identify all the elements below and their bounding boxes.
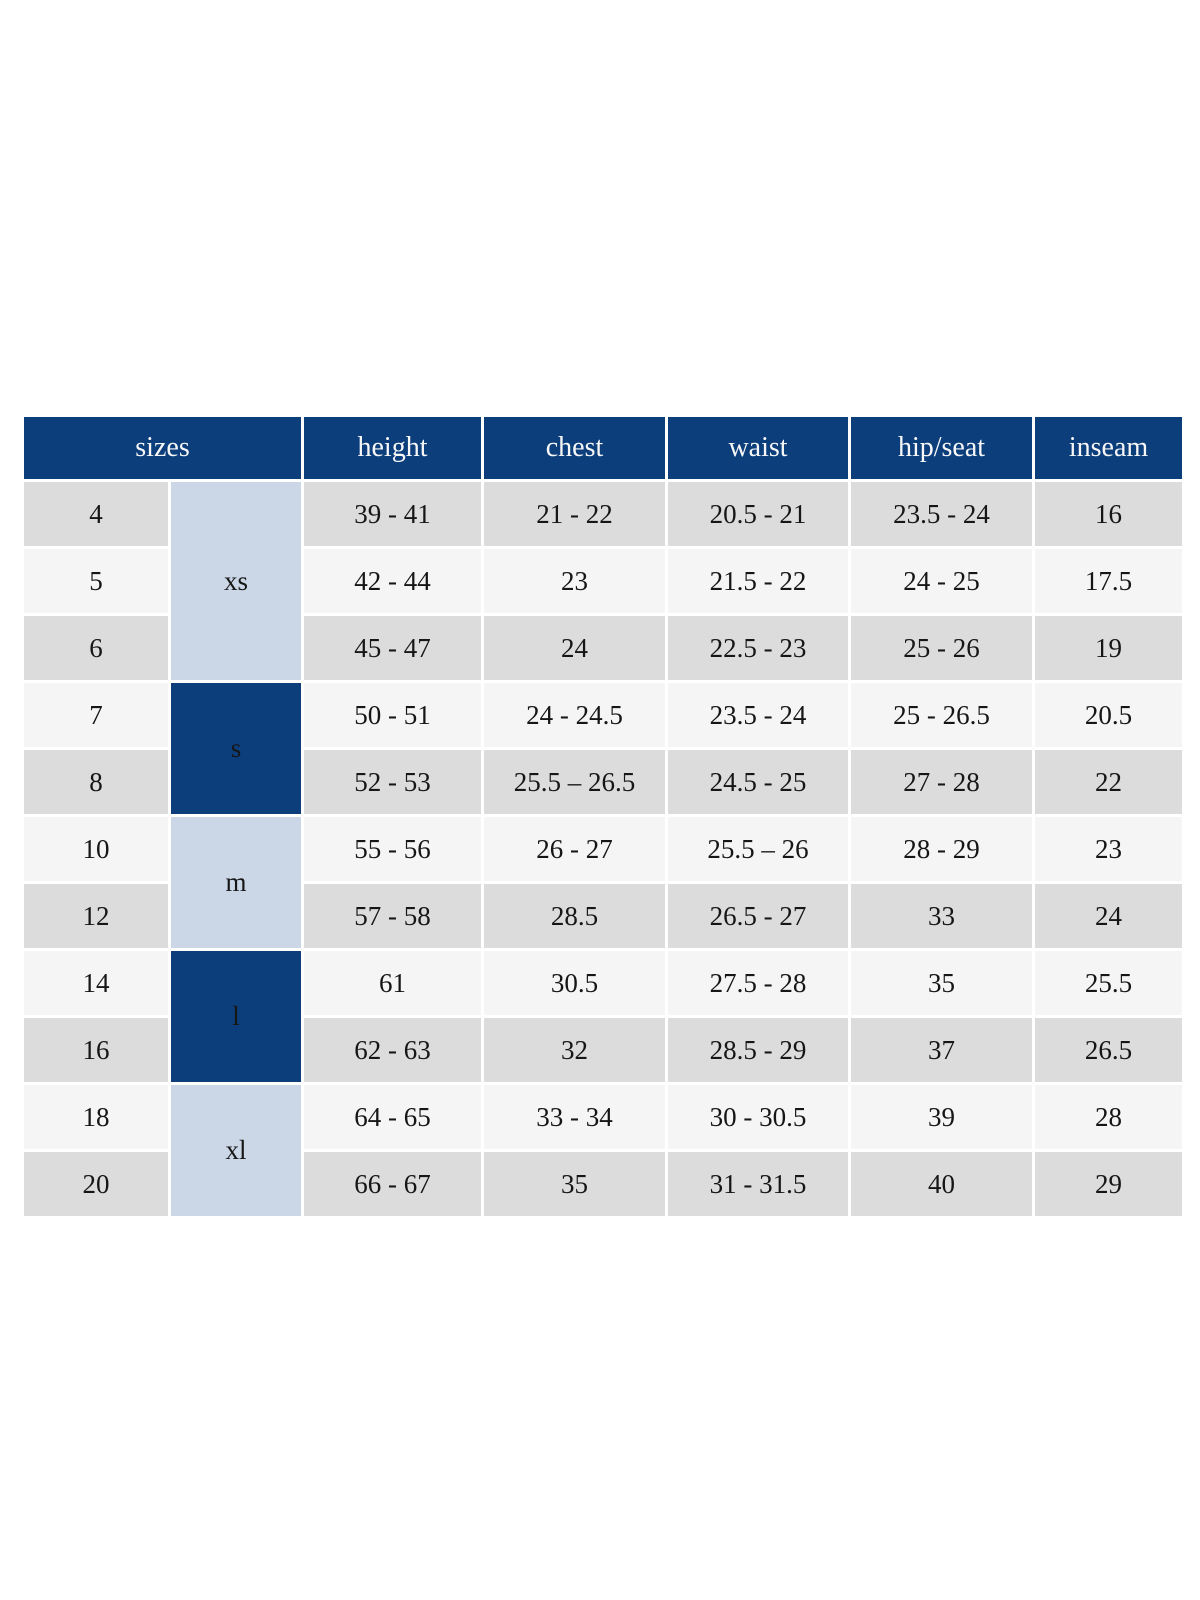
size-group-cell-l: l — [168, 948, 304, 1085]
size-cell: 8 — [21, 747, 171, 817]
column-header-chest: chest — [481, 414, 668, 482]
size-group-cell-s: s — [168, 680, 304, 817]
waist-cell: 20.5 - 21 — [665, 479, 851, 549]
table-row-size-18: 18 xl 64 - 65 33 - 34 30 - 30.5 39 28 — [21, 1082, 1185, 1219]
waist-cell: 26.5 - 27 — [665, 881, 851, 951]
column-header-height: height — [301, 414, 484, 482]
height-cell: 45 - 47 — [301, 613, 484, 683]
height-cell: 50 - 51 — [301, 680, 484, 750]
hip-seat-cell: 25 - 26.5 — [848, 680, 1035, 750]
table-row-size-8: 8 52 - 53 25.5 – 26.5 24.5 - 25 27 - 28 … — [21, 747, 1185, 817]
inseam-cell: 20.5 — [1032, 680, 1185, 750]
chest-cell: 32 — [481, 1015, 668, 1085]
chest-cell: 23 — [481, 546, 668, 616]
waist-cell: 22.5 - 23 — [665, 613, 851, 683]
height-cell: 66 - 67 — [301, 1149, 484, 1219]
height-cell: 55 - 56 — [301, 814, 484, 884]
hip-seat-cell: 35 — [848, 948, 1035, 1018]
size-group-cell-xs: xs — [168, 479, 304, 683]
height-cell: 61 — [301, 948, 484, 1018]
size-cell: 7 — [21, 680, 171, 750]
table-row-size-7: 7 s 50 - 51 24 - 24.5 23.5 - 24 25 - 26.… — [21, 680, 1185, 817]
column-header-sizes: sizes — [21, 414, 304, 482]
size-cell: 18 — [21, 1082, 171, 1152]
height-cell: 57 - 58 — [301, 881, 484, 951]
waist-cell: 27.5 - 28 — [665, 948, 851, 1018]
height-cell: 64 - 65 — [301, 1082, 484, 1152]
inseam-cell: 22 — [1032, 747, 1185, 817]
header-row: sizes height chest waist hip/seat inseam — [21, 414, 1185, 482]
size-cell: 10 — [21, 814, 171, 884]
size-group-cell-m: m — [168, 814, 304, 951]
size-cell: 4 — [21, 479, 171, 549]
height-cell: 62 - 63 — [301, 1015, 484, 1085]
size-cell: 12 — [21, 881, 171, 951]
inseam-cell: 16 — [1032, 479, 1185, 549]
waist-cell: 28.5 - 29 — [665, 1015, 851, 1085]
size-cell: 5 — [21, 546, 171, 616]
size-cell: 6 — [21, 613, 171, 683]
hip-seat-cell: 24 - 25 — [848, 546, 1035, 616]
size-cell: 16 — [21, 1015, 171, 1085]
column-header-inseam: inseam — [1032, 414, 1185, 482]
table-row-size-16: 16 62 - 63 32 28.5 - 29 37 26.5 — [21, 1015, 1185, 1085]
inseam-cell: 28 — [1032, 1082, 1185, 1152]
hip-seat-cell: 37 — [848, 1015, 1035, 1085]
hip-seat-cell: 23.5 - 24 — [848, 479, 1035, 549]
chest-cell: 28.5 — [481, 881, 668, 951]
size-chart-table: sizes height chest waist hip/seat inseam… — [21, 414, 1185, 1219]
hip-seat-cell: 39 — [848, 1082, 1035, 1152]
inseam-cell: 26.5 — [1032, 1015, 1185, 1085]
height-cell: 39 - 41 — [301, 479, 484, 549]
height-cell: 52 - 53 — [301, 747, 484, 817]
size-chart: sizes height chest waist hip/seat inseam… — [21, 414, 1185, 1219]
column-header-hip-seat: hip/seat — [848, 414, 1035, 482]
waist-cell: 31 - 31.5 — [665, 1149, 851, 1219]
chest-cell: 24 — [481, 613, 668, 683]
chest-cell: 21 - 22 — [481, 479, 668, 549]
chest-cell: 24 - 24.5 — [481, 680, 668, 750]
table-row-size-4: 4 xs 39 - 41 21 - 22 20.5 - 21 23.5 - 24… — [21, 479, 1185, 683]
hip-seat-cell: 40 — [848, 1149, 1035, 1219]
table-row-size-20: 20 66 - 67 35 31 - 31.5 40 29 — [21, 1149, 1185, 1219]
inseam-cell: 24 — [1032, 881, 1185, 951]
height-cell: 42 - 44 — [301, 546, 484, 616]
hip-seat-cell: 25 - 26 — [848, 613, 1035, 683]
inseam-cell: 17.5 — [1032, 546, 1185, 616]
waist-cell: 21.5 - 22 — [665, 546, 851, 616]
inseam-cell: 25.5 — [1032, 948, 1185, 1018]
inseam-cell: 23 — [1032, 814, 1185, 884]
size-group-cell-xl: xl — [168, 1082, 304, 1219]
table-row-size-10: 10 m 55 - 56 26 - 27 25.5 – 26 28 - 29 2… — [21, 814, 1185, 951]
table-row-size-14: 14 l 61 30.5 27.5 - 28 35 25.5 — [21, 948, 1185, 1085]
table-row-size-6: 6 45 - 47 24 22.5 - 23 25 - 26 19 — [21, 613, 1185, 683]
waist-cell: 23.5 - 24 — [665, 680, 851, 750]
table-row-size-12: 12 57 - 58 28.5 26.5 - 27 33 24 — [21, 881, 1185, 951]
inseam-cell: 29 — [1032, 1149, 1185, 1219]
chest-cell: 33 - 34 — [481, 1082, 668, 1152]
waist-cell: 30 - 30.5 — [665, 1082, 851, 1152]
size-cell: 14 — [21, 948, 171, 1018]
chest-cell: 35 — [481, 1149, 668, 1219]
table-row-size-5: 5 42 - 44 23 21.5 - 22 24 - 25 17.5 — [21, 546, 1185, 616]
waist-cell: 25.5 – 26 — [665, 814, 851, 884]
chest-cell: 30.5 — [481, 948, 668, 1018]
inseam-cell: 19 — [1032, 613, 1185, 683]
chest-cell: 25.5 – 26.5 — [481, 747, 668, 817]
column-header-waist: waist — [665, 414, 851, 482]
hip-seat-cell: 33 — [848, 881, 1035, 951]
hip-seat-cell: 27 - 28 — [848, 747, 1035, 817]
chest-cell: 26 - 27 — [481, 814, 668, 884]
waist-cell: 24.5 - 25 — [665, 747, 851, 817]
hip-seat-cell: 28 - 29 — [848, 814, 1035, 884]
size-cell: 20 — [21, 1149, 171, 1219]
